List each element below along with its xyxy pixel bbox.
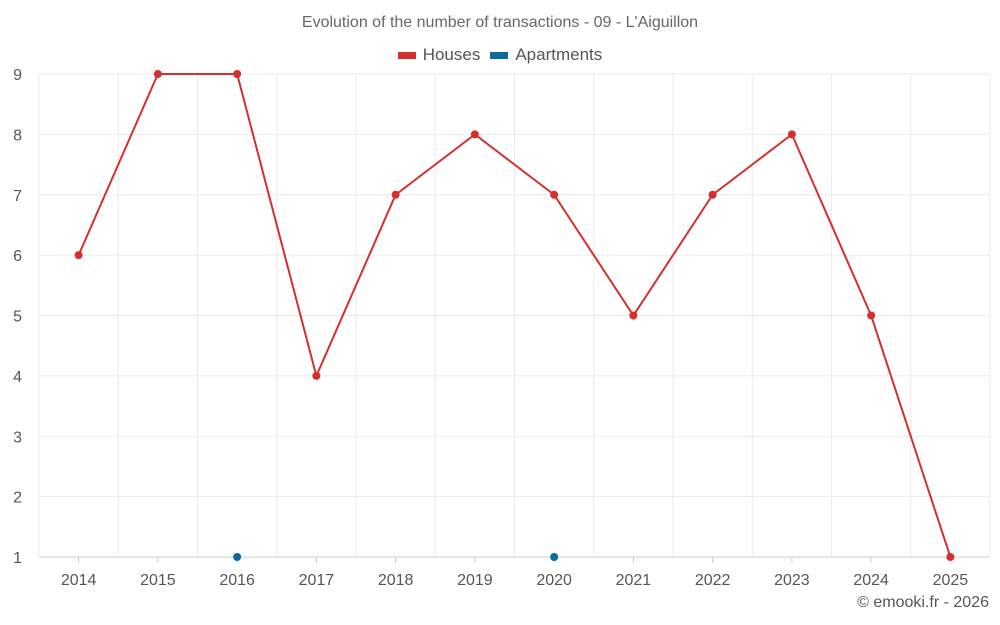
x-tick-label-2021: 2021 <box>616 572 652 589</box>
chart-title: Evolution of the number of transactions … <box>301 14 699 31</box>
legend-swatch-apartments <box>490 51 509 59</box>
x-tick-label-2016: 2016 <box>219 572 255 589</box>
x-tick-label-2014: 2014 <box>61 572 97 589</box>
data-point-houses-2015 <box>153 70 162 78</box>
x-tick-label-2024: 2024 <box>853 572 889 589</box>
legend: Houses Apartments <box>0 45 1000 65</box>
data-point-apartments-2016 <box>233 553 242 561</box>
data-point-houses-2016 <box>233 70 242 78</box>
data-point-houses-2021 <box>629 311 638 320</box>
x-tick-label-2019: 2019 <box>457 572 493 589</box>
series-line-houses <box>77 73 952 558</box>
y-tick-label-4: 4 <box>13 369 22 386</box>
x-tick-label-2022: 2022 <box>695 572 731 589</box>
data-point-apartments-2020 <box>550 553 559 561</box>
data-point-houses-2025 <box>946 553 955 561</box>
data-point-houses-2019 <box>470 130 479 139</box>
x-tick-label-2017: 2017 <box>299 572 335 589</box>
legend-label-apartments: Apartments <box>515 45 603 64</box>
data-point-houses-2020 <box>550 190 559 199</box>
copyright-text: © emooki.fr - 2026 <box>857 594 989 611</box>
data-point-houses-2022 <box>708 190 717 199</box>
data-point-houses-2018 <box>391 190 400 199</box>
y-tick-label-3: 3 <box>13 429 22 446</box>
y-tick-label-9: 9 <box>13 67 22 84</box>
y-tick-label-7: 7 <box>13 188 22 205</box>
legend-swatch-houses <box>397 51 416 59</box>
y-tick-label-5: 5 <box>13 309 22 326</box>
data-point-houses-2023 <box>787 130 796 139</box>
data-point-houses-2014 <box>74 251 83 260</box>
x-tick-label-2025: 2025 <box>933 572 969 589</box>
x-tick-label-2020: 2020 <box>536 572 572 589</box>
y-tick-label-1: 1 <box>13 550 22 567</box>
x-tick-label-2015: 2015 <box>140 572 176 589</box>
data-point-houses-2017 <box>312 371 321 380</box>
legend-item-houses[interactable]: Houses <box>397 45 481 65</box>
y-tick-label-2: 2 <box>13 490 22 507</box>
data-point-houses-2024 <box>867 311 876 320</box>
x-tick-label-2023: 2023 <box>774 572 810 589</box>
x-tick-label-2018: 2018 <box>378 572 414 589</box>
legend-label-houses: Houses <box>422 45 481 64</box>
y-tick-label-6: 6 <box>13 248 22 265</box>
y-tick-label-8: 8 <box>13 127 22 144</box>
legend-item-apartments[interactable]: Apartments <box>490 45 602 65</box>
